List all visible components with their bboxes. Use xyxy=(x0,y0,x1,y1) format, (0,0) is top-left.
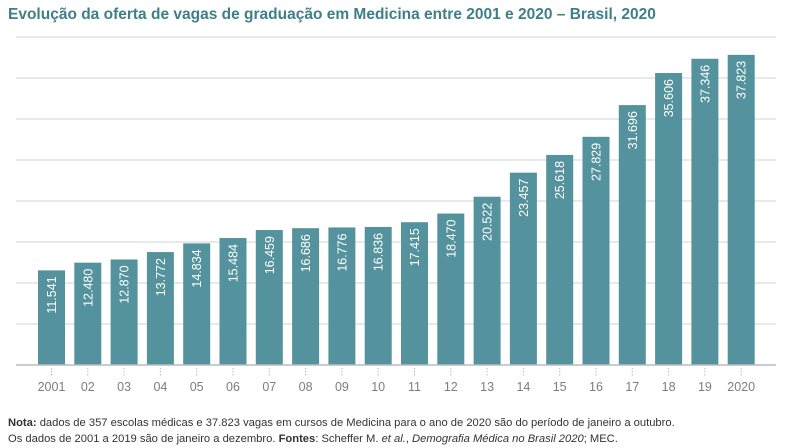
bar-value-label: 12.870 xyxy=(118,265,132,303)
note-text-1: dados de 357 escolas médicas e 37.823 va… xyxy=(36,417,675,429)
note-line-2: Os dados de 2001 a 2019 são de janeiro a… xyxy=(8,431,783,447)
sources-end: ; MEC. xyxy=(583,433,618,445)
bar xyxy=(183,243,211,365)
sources-label: Fontes xyxy=(278,433,316,445)
chart-note: Nota: dados de 357 escolas médicas e 37.… xyxy=(8,415,783,447)
bar-chart: 11.541 12.480 12.870 13.772 14.834 15.484 16.4… xyxy=(16,36,776,394)
chart-title: Evolução da oferta de vagas de graduação… xyxy=(8,6,656,23)
sources-et-al: et al. xyxy=(381,433,406,445)
bar xyxy=(38,270,65,365)
x-tick-label: 15 xyxy=(553,380,567,394)
x-tick-label: 03 xyxy=(117,380,131,394)
bar xyxy=(401,222,428,365)
x-tick-label: 05 xyxy=(190,380,204,394)
bar xyxy=(582,136,610,365)
note-line-1: Nota: dados de 357 escolas médicas e 37.… xyxy=(8,415,783,431)
bars xyxy=(38,54,755,366)
x-tick-label: 02 xyxy=(81,380,95,394)
x-tick-label: 13 xyxy=(480,380,494,394)
bar-value-label: 15.484 xyxy=(227,244,241,282)
bar-value-label: 13.772 xyxy=(154,258,168,296)
bar-value-label: 23.457 xyxy=(517,179,531,217)
x-tick-label: 2020 xyxy=(727,380,755,394)
bar-value-label: 18.470 xyxy=(444,219,458,257)
bar xyxy=(727,54,755,365)
bar xyxy=(509,172,537,365)
x-tick-label: 12 xyxy=(444,380,458,394)
bar xyxy=(691,58,719,366)
bar xyxy=(618,105,646,365)
bar-value-labels: 11.541 12.480 12.870 13.772 14.834 15.484 16.4… xyxy=(45,61,749,314)
bar-value-label: 37.346 xyxy=(698,65,712,103)
bar-value-label: 16.836 xyxy=(372,233,386,271)
bar xyxy=(328,227,356,365)
bar-value-label: 25.618 xyxy=(553,161,567,199)
bar xyxy=(292,228,320,365)
x-axis: 2001 02 03 04 05 06 07 08 09 10 11 12 13 14 15 16 17 18 19… xyxy=(16,364,776,394)
bar xyxy=(546,154,574,365)
sources-work-title: Demografia Médica no Brasil 2020 xyxy=(412,433,584,445)
x-tick-label: 14 xyxy=(516,380,530,394)
bar xyxy=(437,213,465,365)
note-label: Nota: xyxy=(8,417,37,429)
bar xyxy=(364,226,392,365)
bar-value-label: 11.541 xyxy=(45,276,59,313)
bar-value-label: 37.823 xyxy=(735,61,749,99)
bar xyxy=(473,196,501,365)
bar xyxy=(255,230,283,365)
x-tick-label: 19 xyxy=(698,380,712,394)
x-tick-label: 11 xyxy=(408,380,421,394)
bar-value-label: 27.829 xyxy=(590,143,604,181)
x-tick-label: 09 xyxy=(335,380,349,394)
bar-value-label: 14.834 xyxy=(190,249,204,287)
x-tick-label: 16 xyxy=(589,380,603,394)
bar-value-label: 16.686 xyxy=(299,234,313,272)
bar xyxy=(146,252,174,365)
x-tick-label: 18 xyxy=(662,380,676,394)
x-tick-label: 08 xyxy=(299,380,313,394)
x-tick-label: 07 xyxy=(262,380,276,394)
sources-comma: , xyxy=(405,433,413,445)
note-text-2: Os dados de 2001 a 2019 são de janeiro a… xyxy=(8,433,279,445)
bar-value-label: 16.776 xyxy=(335,233,349,271)
x-tick-label: 2001 xyxy=(38,380,66,394)
bar-value-label: 35.606 xyxy=(662,79,676,117)
bar xyxy=(219,238,247,365)
gridlines xyxy=(16,36,776,325)
x-tick-label: 17 xyxy=(625,380,639,394)
bar xyxy=(655,73,683,366)
bar-value-label: 12.480 xyxy=(81,269,95,307)
x-tick-label: 04 xyxy=(153,380,167,394)
sources-sep: : Scheffer M. xyxy=(315,433,382,445)
bar-value-label: 16.459 xyxy=(263,236,277,274)
x-tick-label: 06 xyxy=(226,380,240,394)
x-tick-label: 10 xyxy=(371,380,385,394)
bar xyxy=(110,259,138,365)
bar-value-label: 31.696 xyxy=(626,111,640,149)
bar xyxy=(74,262,102,365)
bar-value-label: 20.522 xyxy=(481,203,495,241)
bar-value-label: 17.415 xyxy=(408,228,422,266)
